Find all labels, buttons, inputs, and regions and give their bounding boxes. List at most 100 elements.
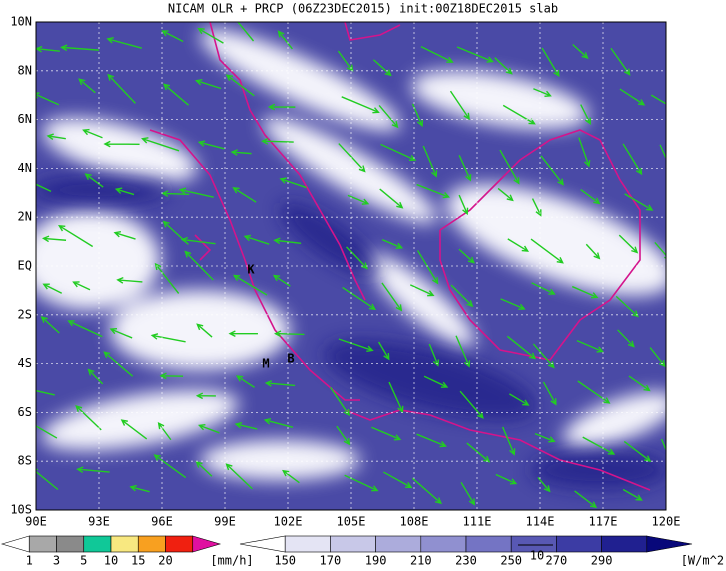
colorbar-label: 290 (591, 554, 613, 568)
wind-arrow (533, 88, 552, 97)
lon-label: 93E (88, 515, 110, 529)
wind-arrow (416, 250, 439, 285)
wind-arrow (669, 46, 691, 65)
wind-arrow (494, 57, 513, 75)
wind-arrow (264, 380, 296, 387)
wind-arrow (162, 83, 189, 106)
wind-arrow (665, 396, 666, 397)
wind-arrow (458, 248, 475, 264)
lat-label: 8S (18, 454, 32, 468)
wind-arrow (282, 469, 300, 484)
lat-label: 2N (18, 210, 32, 224)
wind-arrow (610, 47, 631, 76)
wind-arrow (542, 381, 557, 406)
place-label: K (247, 263, 255, 277)
wind-arrow (530, 238, 564, 264)
wind-arrow (531, 198, 542, 217)
title: NICAM OLR + PRCP (06Z23DEC2015) init:00Z… (168, 2, 558, 16)
wind-arrow (381, 239, 404, 249)
wind-arrow (195, 392, 216, 400)
cloud-field (36, 29, 666, 480)
wind-arrow (197, 27, 224, 44)
wind-arrow (338, 338, 374, 352)
colorbar-label: 210 (410, 554, 432, 568)
wind-arrow (161, 30, 184, 43)
colorbar-cell (0, 535, 30, 553)
wind-arrow (458, 194, 469, 216)
legend: 1 3 5 10 15 20 [mm/h] 150 170 190 210 230 250 270 290 [… (0, 535, 726, 568)
wind-arrow (572, 43, 589, 59)
wind-arrow (416, 183, 451, 199)
colorbar-label: 20 (158, 554, 172, 568)
wind-arrow (450, 284, 474, 308)
wind-arrow (243, 234, 270, 245)
wind-arrow (197, 140, 225, 150)
wind-arrow (574, 490, 598, 509)
wind-arrow (40, 316, 60, 334)
wind-arrow (129, 484, 150, 493)
wind-arrow (274, 330, 305, 338)
colorbar-label: 15 (131, 554, 145, 568)
wind-arrow (338, 143, 366, 173)
wind-arrow (82, 128, 103, 139)
wind-arrow (157, 422, 172, 441)
wind-arrow (42, 283, 63, 294)
wind-arrow (534, 433, 556, 443)
wind-arrow (87, 368, 104, 385)
colorbar-label: 150 (274, 554, 296, 568)
wind-arrow (580, 104, 591, 125)
colorbar-label: 230 (455, 554, 477, 568)
wind-arrow (263, 418, 294, 429)
colorbar-cell (420, 535, 467, 553)
wind-arrow (336, 425, 351, 446)
lat-label: 10N (10, 15, 32, 29)
wind-arrow (506, 335, 537, 360)
lon-label: 105E (337, 515, 366, 529)
wind-arrow (150, 333, 186, 343)
wind-arrow (422, 145, 438, 178)
wind-arrow (153, 454, 187, 479)
wind-arrow (113, 230, 136, 240)
wind-arrow (411, 477, 443, 505)
lat-label: 6S (18, 405, 32, 419)
graticule (36, 22, 666, 510)
wind-arrow (277, 30, 293, 50)
colorbar-cell (556, 535, 602, 553)
colorbar-label: 250 (500, 554, 522, 568)
wind-arrow (273, 237, 302, 245)
wind-arrow (235, 375, 255, 388)
wind-arrow (225, 463, 253, 490)
wind-arrow (161, 190, 190, 197)
wind-arrow (330, 386, 350, 417)
wind-arrow (495, 473, 518, 485)
wind-arrow (60, 44, 99, 52)
place-label: B (287, 352, 294, 366)
wind-arrow (460, 481, 476, 506)
wind-arrow (455, 335, 471, 368)
lon-label: 117E (589, 515, 618, 529)
wind-arrow (84, 173, 104, 188)
colorbar-cell (284, 535, 331, 553)
wind-arrow (537, 476, 551, 493)
wind-arrow (184, 250, 214, 281)
wind-arrow (541, 47, 560, 78)
wind-arrow (618, 234, 639, 254)
colorbar-cell (192, 535, 222, 553)
colorbar-label: 3 (53, 554, 60, 568)
wind-arrow (654, 241, 666, 259)
wind-arrow (67, 320, 103, 338)
reference-vector-label: 10 (530, 549, 544, 563)
wind-arrow (106, 36, 142, 49)
wind-arrow (36, 183, 52, 193)
wind-arrow (668, 293, 695, 314)
wind-arrow (372, 59, 392, 77)
wind-arrow (194, 79, 222, 90)
lon-label: 90E (25, 515, 47, 529)
wind-arrow (582, 436, 616, 455)
colorbar-cell (239, 535, 286, 553)
wind-arrow (36, 425, 58, 439)
colorbar-label: 190 (365, 554, 387, 568)
wind-arrow (585, 243, 601, 260)
wind-arrow (377, 341, 390, 361)
wind-arrow (234, 421, 258, 430)
